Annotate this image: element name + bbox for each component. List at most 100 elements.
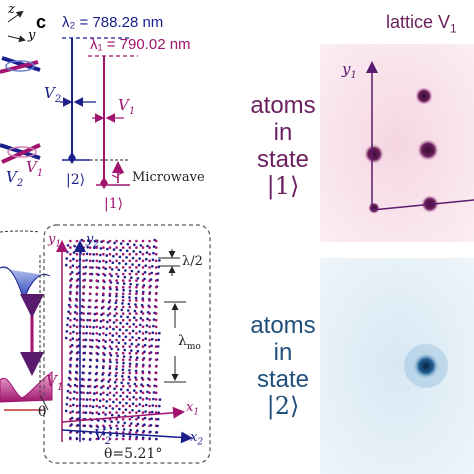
label-v2-left: V2	[6, 168, 24, 189]
lattice-dot	[154, 325, 158, 329]
lattice-dot	[115, 434, 119, 437]
lattice-dot	[135, 384, 138, 388]
lattice-dot	[141, 292, 145, 296]
lattice-dot	[157, 338, 161, 342]
lattice-dot	[102, 279, 105, 282]
lattice-dot	[137, 270, 140, 274]
lattice-dot	[95, 332, 99, 335]
lattice-dot	[128, 246, 132, 249]
lattice-dot	[124, 262, 128, 266]
lattice-dot	[135, 411, 138, 414]
lattice-dot	[108, 318, 112, 322]
lattice-dot	[115, 367, 118, 371]
lattice-dot	[135, 365, 138, 368]
lattice-dot	[115, 361, 119, 364]
lattice-dot	[108, 391, 112, 395]
lattice-dot	[135, 398, 138, 401]
lattice-dot	[128, 431, 132, 434]
lattice-dot	[98, 333, 101, 336]
lattice-dot	[121, 302, 124, 305]
lattice-dot	[108, 338, 112, 342]
lattice-dot	[154, 384, 158, 388]
lattice-dot	[125, 395, 129, 398]
lattice-dot	[149, 424, 153, 427]
lattice-dot	[108, 365, 112, 368]
lattice-dot	[72, 397, 76, 400]
lattice-dot	[106, 241, 110, 244]
lattice-dot	[93, 319, 96, 323]
lattice-dot	[121, 272, 125, 276]
lattice-dot	[102, 239, 105, 243]
lattice-dot	[101, 366, 105, 370]
lattice-dot	[138, 330, 141, 333]
lattice-dot	[88, 325, 92, 329]
panel-c-label-v2: V2	[44, 84, 62, 105]
lattice-dot	[100, 313, 103, 317]
image-state1-background	[320, 44, 474, 242]
lattice-dot	[135, 332, 138, 335]
lattice-dot	[69, 325, 72, 329]
lattice-dot	[121, 295, 125, 299]
lattice-dot	[128, 365, 132, 368]
lattice-dot	[115, 338, 118, 342]
lattice-dot	[82, 246, 85, 249]
lattice-dot	[148, 371, 151, 375]
lattice-dot	[115, 294, 118, 298]
lattice-dot	[111, 334, 115, 337]
lattice-dot	[137, 343, 140, 346]
lattice-dot	[85, 325, 89, 329]
lattice-dot	[137, 416, 140, 419]
lattice-dot	[82, 285, 85, 289]
lattice-dot	[135, 417, 138, 421]
lattice-dot	[108, 367, 112, 370]
atom-cloud-state2	[413, 353, 439, 379]
lattice-dot	[141, 398, 145, 401]
lattice-dot	[148, 411, 151, 414]
lattice-dot	[121, 411, 125, 414]
lattice-dot	[102, 305, 105, 309]
lattice-dot	[102, 266, 105, 269]
caption-line: state	[256, 146, 310, 173]
caption-line: in	[273, 119, 293, 146]
lattice-dot	[97, 346, 100, 349]
lattice-dot	[69, 312, 72, 315]
lattice-dot	[128, 266, 132, 269]
lattice-dot	[129, 282, 132, 286]
lattice-dot	[125, 322, 129, 326]
lattice-dot	[102, 384, 105, 388]
lattice-dot	[108, 378, 112, 381]
lambda-mo-label: λmo	[178, 333, 201, 352]
lattice-dot	[150, 417, 153, 421]
lattice-dot	[75, 239, 79, 243]
lattice-dot	[97, 412, 101, 416]
lattice-dot	[108, 358, 112, 362]
lattice-dot	[88, 279, 92, 282]
lattice-dot	[158, 404, 161, 408]
lattice-dot	[141, 391, 145, 395]
lattice-dot	[88, 312, 92, 315]
lattice-dot	[158, 259, 161, 262]
lattice-dot	[75, 404, 79, 408]
lattice-dot	[100, 379, 104, 383]
lattice-dot	[128, 378, 132, 381]
lattice-dot	[141, 411, 145, 414]
lattice-dot	[108, 312, 112, 315]
atom-marker-state1	[100, 177, 108, 189]
lattice-dot	[156, 418, 160, 421]
lattice-dot	[154, 338, 158, 342]
lattice-dot	[98, 406, 101, 409]
lattice-dot	[104, 340, 107, 343]
lattice-dot	[146, 317, 149, 321]
lattice-dot	[95, 292, 99, 296]
lattice-dot	[152, 391, 156, 394]
lattice-dot	[93, 246, 96, 250]
lattice-dot	[110, 268, 114, 271]
lattice-dot	[127, 375, 131, 379]
panel-label-c: c	[36, 12, 47, 32]
lattice-dot	[64, 263, 68, 267]
lattice-dot	[141, 404, 145, 408]
lattice-dot	[138, 403, 141, 406]
lattice-dot	[148, 279, 151, 282]
lattice-dot	[75, 437, 79, 440]
lattice-dot	[151, 331, 155, 335]
